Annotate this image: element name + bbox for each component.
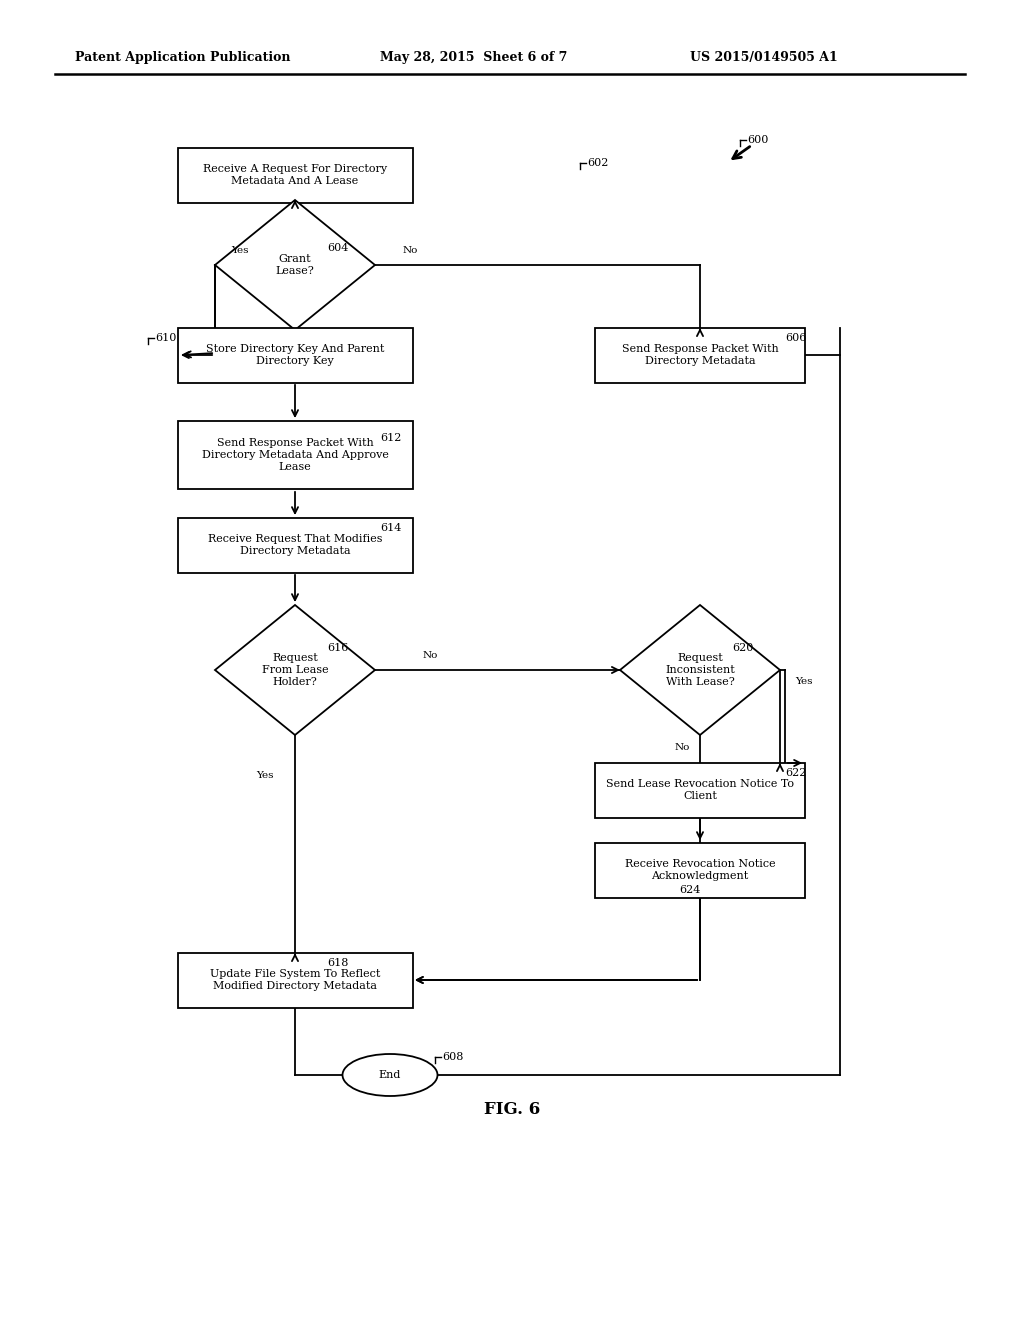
- Text: Request
From Lease
Holder?: Request From Lease Holder?: [262, 652, 329, 688]
- Text: May 28, 2015  Sheet 6 of 7: May 28, 2015 Sheet 6 of 7: [380, 50, 567, 63]
- Text: 600: 600: [746, 135, 768, 145]
- Polygon shape: [620, 605, 780, 735]
- Text: 614: 614: [380, 523, 401, 533]
- Text: 606: 606: [785, 333, 806, 343]
- Text: Yes: Yes: [231, 246, 249, 255]
- Text: No: No: [402, 246, 418, 255]
- FancyBboxPatch shape: [595, 763, 805, 817]
- FancyBboxPatch shape: [177, 953, 413, 1007]
- Text: Request
Inconsistent
With Lease?: Request Inconsistent With Lease?: [666, 652, 735, 688]
- Polygon shape: [215, 201, 375, 330]
- Text: Send Response Packet With
Directory Metadata: Send Response Packet With Directory Meta…: [622, 343, 778, 366]
- Polygon shape: [215, 605, 375, 735]
- Text: Update File System To Reflect
Modified Directory Metadata: Update File System To Reflect Modified D…: [210, 969, 380, 991]
- Text: 610: 610: [155, 333, 176, 343]
- Text: 604: 604: [327, 243, 348, 253]
- FancyBboxPatch shape: [595, 842, 805, 898]
- Ellipse shape: [342, 1053, 437, 1096]
- FancyBboxPatch shape: [177, 148, 413, 202]
- Text: No: No: [675, 742, 690, 751]
- Text: 608: 608: [442, 1052, 464, 1063]
- Text: 618: 618: [327, 958, 348, 968]
- Text: End: End: [379, 1071, 401, 1080]
- FancyBboxPatch shape: [177, 517, 413, 573]
- Text: US 2015/0149505 A1: US 2015/0149505 A1: [690, 50, 838, 63]
- Text: 624: 624: [679, 884, 700, 895]
- Text: Send Lease Revocation Notice To
Client: Send Lease Revocation Notice To Client: [606, 779, 794, 801]
- FancyBboxPatch shape: [177, 421, 413, 488]
- Text: 622: 622: [785, 768, 806, 777]
- FancyBboxPatch shape: [177, 327, 413, 383]
- Text: Grant
Lease?: Grant Lease?: [275, 253, 314, 276]
- Text: No: No: [422, 651, 437, 660]
- Text: Store Directory Key And Parent
Directory Key: Store Directory Key And Parent Directory…: [206, 343, 384, 366]
- Text: 620: 620: [732, 643, 754, 653]
- Text: Receive Request That Modifies
Directory Metadata: Receive Request That Modifies Directory …: [208, 533, 382, 556]
- Text: Yes: Yes: [795, 677, 812, 686]
- Text: 612: 612: [380, 433, 401, 444]
- Text: Receive A Request For Directory
Metadata And A Lease: Receive A Request For Directory Metadata…: [203, 164, 387, 186]
- Text: Patent Application Publication: Patent Application Publication: [75, 50, 291, 63]
- FancyBboxPatch shape: [595, 327, 805, 383]
- Text: Receive Revocation Notice
Acknowledgment: Receive Revocation Notice Acknowledgment: [625, 859, 775, 882]
- Text: FIG. 6: FIG. 6: [484, 1101, 540, 1118]
- Text: Send Response Packet With
Directory Metadata And Approve
Lease: Send Response Packet With Directory Meta…: [202, 438, 388, 473]
- Text: 602: 602: [587, 158, 608, 168]
- Text: 616: 616: [327, 643, 348, 653]
- Text: Yes: Yes: [256, 771, 273, 780]
